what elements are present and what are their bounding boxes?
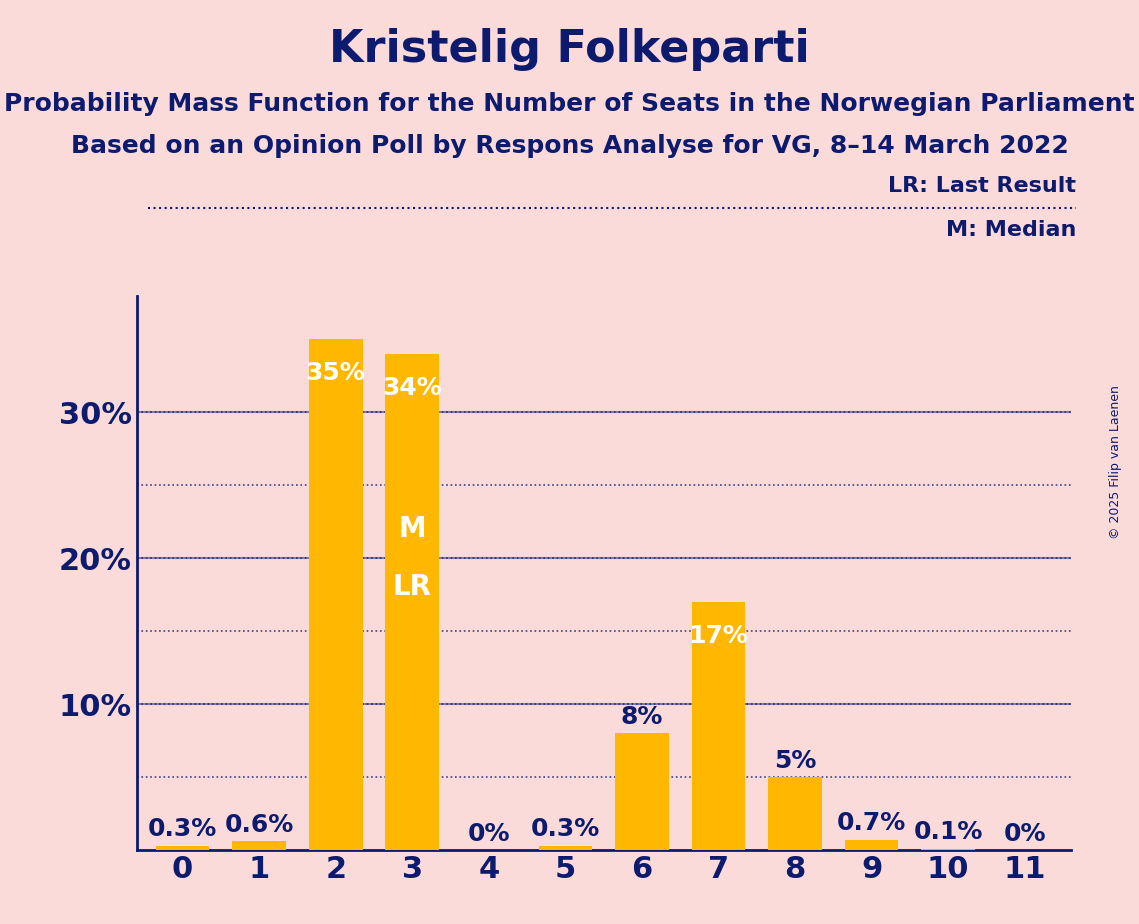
Text: M: Median: M: Median bbox=[947, 220, 1076, 240]
Text: Based on an Opinion Poll by Respons Analyse for VG, 8–14 March 2022: Based on an Opinion Poll by Respons Anal… bbox=[71, 134, 1068, 158]
Text: 8%: 8% bbox=[621, 705, 663, 729]
Bar bbox=[691, 602, 745, 850]
Bar bbox=[921, 848, 975, 850]
Text: 0.3%: 0.3% bbox=[531, 818, 600, 842]
Text: 35%: 35% bbox=[306, 361, 366, 385]
Text: 34%: 34% bbox=[383, 376, 442, 400]
Text: Kristelig Folkeparti: Kristelig Folkeparti bbox=[329, 28, 810, 71]
Bar bbox=[156, 845, 210, 850]
Text: 0.6%: 0.6% bbox=[224, 813, 294, 837]
Text: 0%: 0% bbox=[468, 821, 510, 845]
Bar bbox=[385, 354, 439, 850]
Bar bbox=[845, 840, 899, 850]
Bar bbox=[769, 777, 822, 850]
Text: 0.1%: 0.1% bbox=[913, 821, 983, 845]
Text: LR: Last Result: LR: Last Result bbox=[888, 176, 1076, 196]
Text: 17%: 17% bbox=[689, 624, 748, 648]
Bar bbox=[539, 845, 592, 850]
Text: M: M bbox=[399, 515, 426, 543]
Text: Probability Mass Function for the Number of Seats in the Norwegian Parliament: Probability Mass Function for the Number… bbox=[5, 92, 1134, 116]
Text: LR: LR bbox=[393, 574, 432, 602]
Text: 5%: 5% bbox=[773, 748, 817, 772]
Bar bbox=[232, 842, 286, 850]
Text: © 2025 Filip van Laenen: © 2025 Filip van Laenen bbox=[1109, 385, 1122, 539]
Bar bbox=[615, 734, 669, 850]
Text: 0%: 0% bbox=[1003, 821, 1046, 845]
Text: 0.7%: 0.7% bbox=[837, 811, 907, 835]
Bar bbox=[309, 339, 362, 850]
Text: 0.3%: 0.3% bbox=[148, 818, 218, 842]
